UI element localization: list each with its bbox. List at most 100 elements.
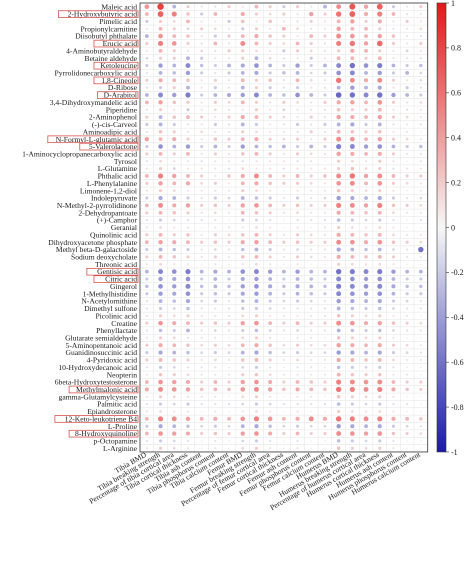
correlation-circle (308, 416, 314, 422)
correlation-circle (241, 336, 245, 340)
correlation-circle (324, 337, 326, 339)
correlation-circle (363, 78, 369, 83)
correlation-circle (145, 292, 149, 296)
correlation-circle (378, 336, 382, 340)
correlation-circle (282, 314, 285, 317)
correlation-circle (158, 210, 163, 215)
correlation-circle (391, 255, 396, 259)
correlation-circle (269, 439, 272, 443)
correlation-circle (323, 34, 327, 38)
correlation-circle (337, 159, 341, 163)
correlation-circle (199, 416, 204, 421)
correlation-circle (186, 167, 190, 170)
correlation-circle (200, 5, 203, 8)
correlation-circle (419, 108, 422, 111)
correlation-circle (309, 41, 313, 46)
correlation-circle (296, 248, 299, 251)
row-label: 8-Hydroxyquinoline (75, 429, 138, 438)
correlation-circle (185, 283, 191, 289)
correlation-circle (296, 439, 299, 443)
correlation-circle (213, 343, 217, 347)
correlation-circle (322, 416, 328, 421)
correlation-circle (254, 372, 259, 377)
correlation-circle (363, 291, 369, 296)
correlation-circle (254, 27, 259, 31)
correlation-circle (200, 27, 204, 31)
correlation-circle (268, 203, 273, 208)
correlation-circle (336, 210, 341, 215)
correlation-circle (241, 328, 245, 333)
correlation-circle (350, 210, 355, 215)
correlation-circle (200, 447, 203, 450)
correlation-circle (145, 358, 149, 362)
correlation-circle (419, 321, 423, 325)
correlation-circle (351, 262, 354, 266)
correlation-circle (253, 173, 259, 179)
row-label: gamma-Glutamylcysteine (59, 392, 138, 401)
correlation-circle (296, 160, 299, 163)
correlation-circle (158, 108, 163, 112)
correlation-circle (145, 343, 149, 347)
correlation-circle (350, 232, 355, 237)
correlation-circle (186, 100, 190, 104)
row-label: Piperidine (106, 105, 138, 114)
correlation-circle (323, 27, 327, 30)
correlation-circle (145, 263, 148, 266)
correlation-circle (377, 320, 382, 326)
correlation-circle (282, 196, 285, 200)
correlation-circle (240, 210, 245, 215)
correlation-circle (405, 144, 409, 149)
correlation-circle (214, 358, 217, 362)
correlation-circle (200, 181, 203, 185)
correlation-circle (350, 56, 355, 61)
correlation-circle (419, 20, 422, 23)
row-label: Quinolinic acid (90, 230, 137, 239)
correlation-circle (309, 152, 313, 156)
correlation-circle (282, 79, 285, 82)
correlation-circle (406, 57, 409, 60)
correlation-circle (392, 130, 395, 133)
correlation-circle (240, 41, 246, 46)
correlation-circle (364, 424, 368, 429)
correlation-circle (405, 174, 409, 178)
correlation-circle (364, 48, 368, 53)
row-label: Betaine aldehyde (85, 54, 138, 63)
correlation-circle (185, 387, 191, 392)
correlation-circle (391, 181, 396, 185)
correlation-circle (200, 93, 204, 97)
correlation-circle (349, 269, 355, 275)
row-highlight-box (86, 267, 139, 276)
correlation-circle (254, 203, 259, 208)
correlation-circle (254, 306, 259, 310)
correlation-circle (310, 366, 313, 369)
correlation-circle (200, 336, 203, 339)
correlation-circle (323, 100, 327, 104)
correlation-circle (240, 350, 245, 355)
correlation-circle (282, 93, 286, 97)
correlation-circle (377, 431, 383, 436)
correlation-circle (255, 160, 258, 163)
correlation-circle (391, 416, 396, 421)
correlation-circle (350, 218, 354, 222)
correlation-circle (158, 122, 163, 127)
correlation-circle (145, 329, 148, 332)
correlation-circle (186, 395, 190, 398)
correlation-circle (350, 151, 355, 156)
correlation-circle (172, 115, 176, 119)
correlation-circle (145, 130, 148, 133)
correlation-circle (419, 35, 422, 38)
correlation-circle (377, 136, 382, 142)
correlation-circle (255, 189, 258, 193)
correlation-circle (227, 424, 231, 428)
correlation-circle (283, 226, 285, 229)
correlation-circle (419, 329, 422, 332)
correlation-circle (309, 71, 313, 75)
correlation-circle (310, 447, 313, 450)
correlation-circle (405, 93, 410, 97)
correlation-circle (405, 49, 409, 53)
correlation-circle (350, 424, 355, 429)
correlation-circle (173, 108, 176, 111)
correlation-circle (364, 402, 368, 406)
correlation-circle (199, 269, 204, 274)
correlation-circle (145, 115, 149, 119)
